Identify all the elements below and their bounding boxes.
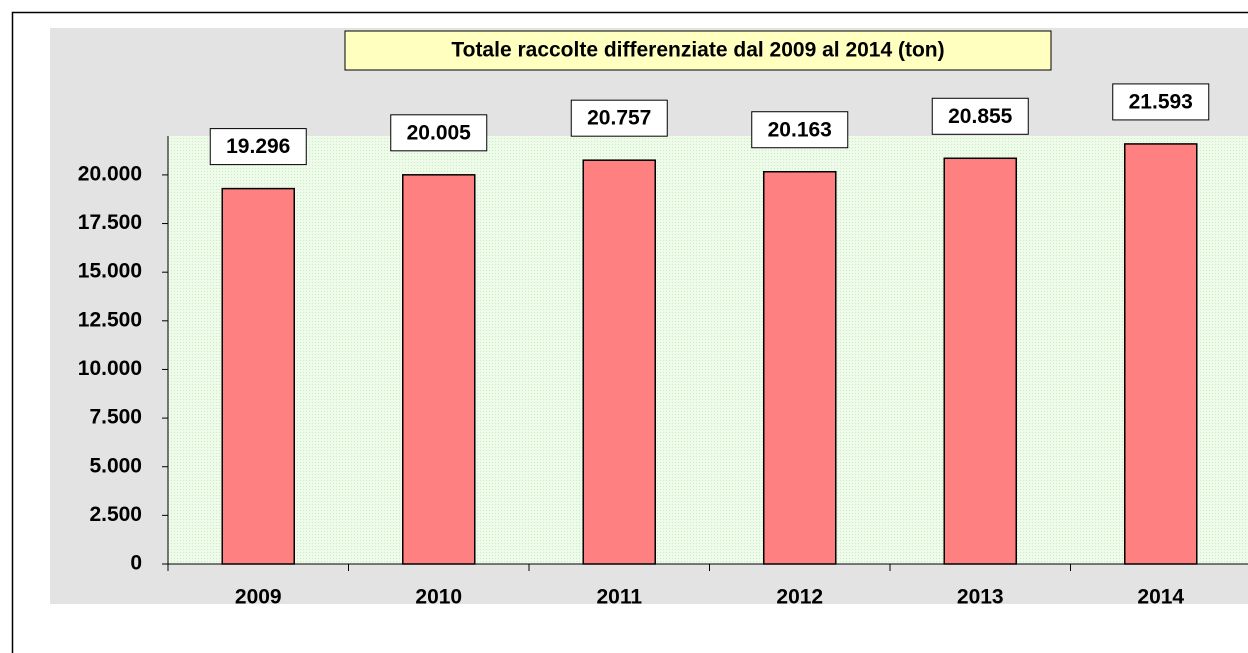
plot-area <box>168 136 1248 564</box>
value-label: 21.593 <box>1129 90 1193 113</box>
value-label-box <box>209 128 307 166</box>
bar <box>943 157 1017 565</box>
bar <box>582 159 656 565</box>
y-tick-label: 20.000 <box>78 162 142 185</box>
y-tick-label: 12.500 <box>78 308 142 331</box>
chart-title: Totale raccolte differenziate dal 2009 a… <box>451 39 944 62</box>
x-tick-label: 2010 <box>415 586 462 609</box>
bar <box>1124 143 1198 565</box>
bar <box>402 174 476 565</box>
x-tick-label: 2012 <box>776 586 823 609</box>
value-label: 20.757 <box>587 107 651 130</box>
y-tick-label: 0 <box>130 552 142 575</box>
title-box <box>344 30 1052 71</box>
value-label-box <box>1112 83 1210 121</box>
y-tick-label: 7.500 <box>89 406 142 429</box>
x-tick-label: 2009 <box>235 586 282 609</box>
value-label: 20.163 <box>768 118 832 141</box>
value-label: 20.855 <box>948 105 1013 128</box>
y-tick-label: 10.000 <box>78 357 142 380</box>
x-tick-label: 2011 <box>596 586 642 609</box>
x-tick-label: 2014 <box>1137 586 1184 609</box>
value-label-box <box>570 99 668 137</box>
value-label-box <box>931 97 1029 135</box>
bar <box>221 187 295 565</box>
y-tick-label: 2.500 <box>89 503 142 526</box>
value-label-box <box>390 114 488 152</box>
bar <box>763 170 837 565</box>
y-tick-label: 17.500 <box>78 211 142 234</box>
value-label: 20.005 <box>407 121 472 144</box>
y-tick-label: 15.000 <box>78 260 142 283</box>
x-tick-label: 2013 <box>957 586 1004 609</box>
value-label-box <box>751 111 849 149</box>
value-label: 19.296 <box>226 135 290 158</box>
y-tick-label: 5.000 <box>89 454 142 477</box>
